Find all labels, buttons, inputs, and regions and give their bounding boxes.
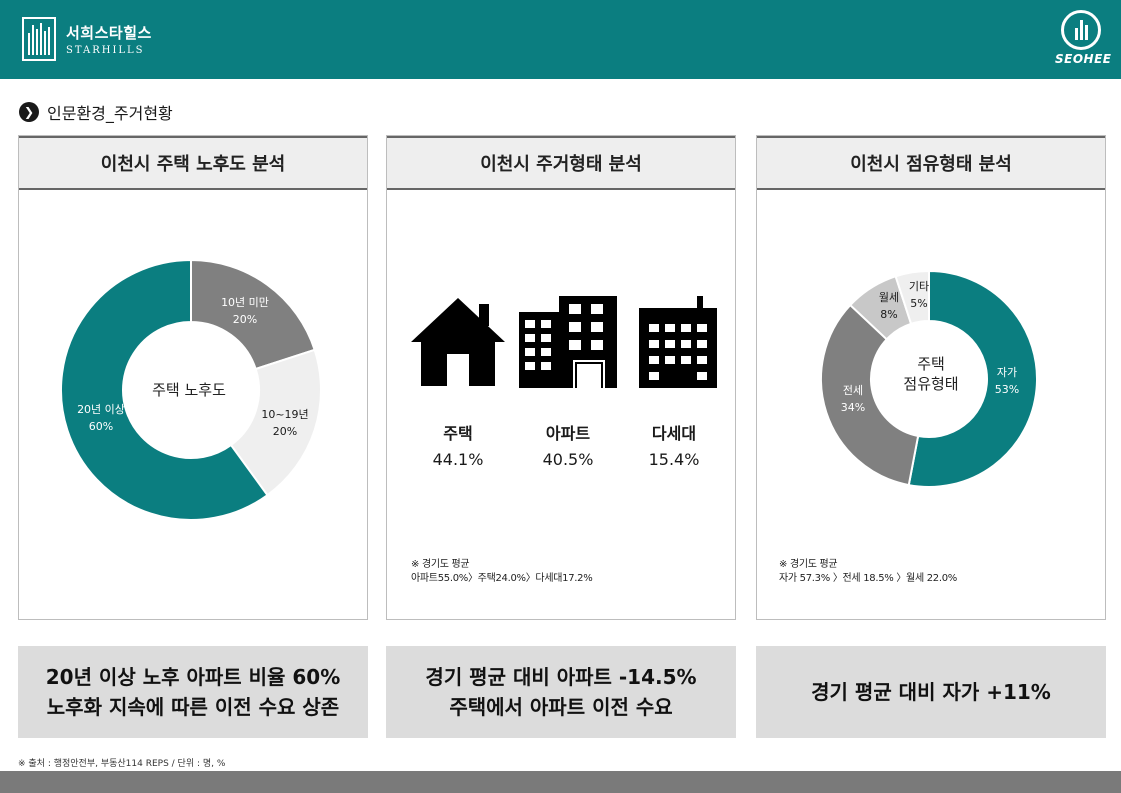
- slice-value: 8%: [880, 308, 898, 321]
- slice-label-other: 기타 5%: [895, 278, 943, 312]
- slice-value: 34%: [840, 401, 866, 414]
- summary-line1: 경기 평균 대비 자가 +11%: [811, 680, 1051, 704]
- chevron-right-circle-icon: ❯: [19, 102, 39, 122]
- summary-line2: 노후화 지속에 따른 이전 수요 상존: [46, 695, 340, 719]
- corp-name: SEOHEE: [1055, 52, 1112, 66]
- slice-value: 20%: [272, 425, 298, 438]
- slice-other: [894, 269, 930, 326]
- housing-type-name: 아파트: [545, 424, 591, 443]
- starhills-logo-icon: [22, 17, 56, 61]
- slice-category: 자가: [996, 366, 1018, 379]
- summary-box-tenure: 경기 평균 대비 자가 +11%: [756, 646, 1106, 738]
- panel-title: 이천시 주거형태 분석: [387, 136, 735, 190]
- slice-label-jeonse: 전세 34%: [829, 382, 877, 416]
- note-heading: ※ 경기도 평균: [779, 559, 838, 570]
- section-title: 인문환경_주거현황: [47, 104, 173, 123]
- brand-name-en: STARHILLS: [66, 45, 145, 56]
- housing-type-value: 44.1%: [432, 450, 484, 469]
- slice-label-10-19: 10~19년 20%: [255, 406, 315, 440]
- slice-over-20-years: [60, 258, 269, 521]
- panel-housing-age: 이천시 주택 노후도 분석 주택 노후도 10년 미만 20% 10~19년 2…: [18, 135, 368, 620]
- slice-label-owner: 자가 53%: [983, 364, 1031, 398]
- apartment-building-icon: [519, 296, 617, 388]
- panel-title: 이천시 주택 노후도 분석: [19, 136, 367, 190]
- slice-label-wolse: 월세 8%: [865, 289, 913, 323]
- housing-type-name: 다세대: [651, 424, 697, 443]
- brand-name-ko: 서희스타힐스: [66, 24, 152, 42]
- panel-housing-type: 이천시 주거형태 분석 주택 44.1% 아파: [386, 135, 736, 620]
- note-heading: ※ 경기도 평균: [411, 559, 470, 570]
- slice-value: 5%: [910, 297, 928, 310]
- gyeonggi-average-note: ※ 경기도 평균 자가 57.3% 〉전세 18.5% 〉월세 22.0%: [779, 558, 957, 586]
- slice-value: 20%: [232, 313, 258, 326]
- housing-age-donut-chart: [60, 258, 322, 521]
- tenure-type-donut-chart: [820, 269, 1038, 488]
- house-icon: [411, 298, 505, 386]
- housing-type-value: 40.5%: [542, 450, 594, 469]
- slice-category: 10~19년: [261, 408, 309, 421]
- brand-logo[interactable]: 서희스타힐스 STARHILLS: [22, 17, 152, 61]
- slice-10-19-years: [229, 348, 322, 497]
- slice-category: 10년 미만: [221, 296, 269, 309]
- summary-line2: 주택에서 아파트 이전 수요: [449, 695, 673, 719]
- footer-bar: [0, 771, 1121, 793]
- slice-label-under10: 10년 미만 20%: [215, 294, 275, 328]
- center-label-line1: 주택: [917, 355, 945, 373]
- summary-box-housing-type: 경기 평균 대비 아파트 -14.5% 주택에서 아파트 이전 수요: [386, 646, 736, 738]
- slice-owner-occupied: [907, 269, 1038, 488]
- note-text: 자가 57.3% 〉전세 18.5% 〉월세 22.0%: [779, 573, 957, 584]
- donut-center-label: 주택 점유형태: [871, 354, 991, 394]
- slice-category: 월세: [878, 291, 900, 304]
- gyeonggi-average-note: ※ 경기도 평균 아파트55.0%〉주택24.0%〉다세대17.2%: [411, 558, 593, 586]
- summary-box-housing-age: 20년 이상 노후 아파트 비율 60% 노후화 지속에 따른 이전 수요 상존: [18, 646, 368, 738]
- housing-type-value: 15.4%: [648, 450, 700, 469]
- source-note: ※ 출처 : 행정안전부, 부동산114 REPS / 단위 : 명, %: [18, 759, 226, 769]
- panel-title: 이천시 점유형태 분석: [757, 136, 1105, 190]
- section-heading: ❯ 인문환경_주거현황: [19, 100, 173, 124]
- summary-line1: 20년 이상 노후 아파트 비율 60%: [45, 665, 341, 689]
- corp-logo[interactable]: SEOHEE: [1055, 10, 1112, 66]
- donut-center-label: 주택 노후도: [152, 381, 226, 399]
- panel-tenure-type: 이천시 점유형태 분석 주택 점유형태 자가 53% 전세 34% 월세 8% …: [756, 135, 1106, 620]
- summary-line1: 경기 평균 대비 아파트 -14.5%: [425, 665, 697, 689]
- header-bar: 서희스타힐스 STARHILLS SEOHEE: [0, 0, 1121, 79]
- center-label-line2: 점유형태: [903, 375, 959, 393]
- slice-value: 60%: [88, 420, 114, 433]
- note-text: 아파트55.0%〉주택24.0%〉다세대17.2%: [411, 573, 593, 584]
- slice-category: 전세: [842, 384, 864, 397]
- slice-jeonse: [820, 303, 920, 487]
- seohee-logo-icon: [1061, 10, 1101, 50]
- slice-category: 20년 이상: [77, 403, 125, 416]
- slice-label-over20: 20년 이상 60%: [71, 401, 131, 435]
- slice-value: 53%: [994, 383, 1020, 396]
- housing-type-name: 주택: [443, 424, 473, 443]
- slice-category: 기타: [908, 280, 930, 293]
- multiplex-building-icon: [639, 296, 717, 388]
- slice-under-10-years: [190, 258, 316, 371]
